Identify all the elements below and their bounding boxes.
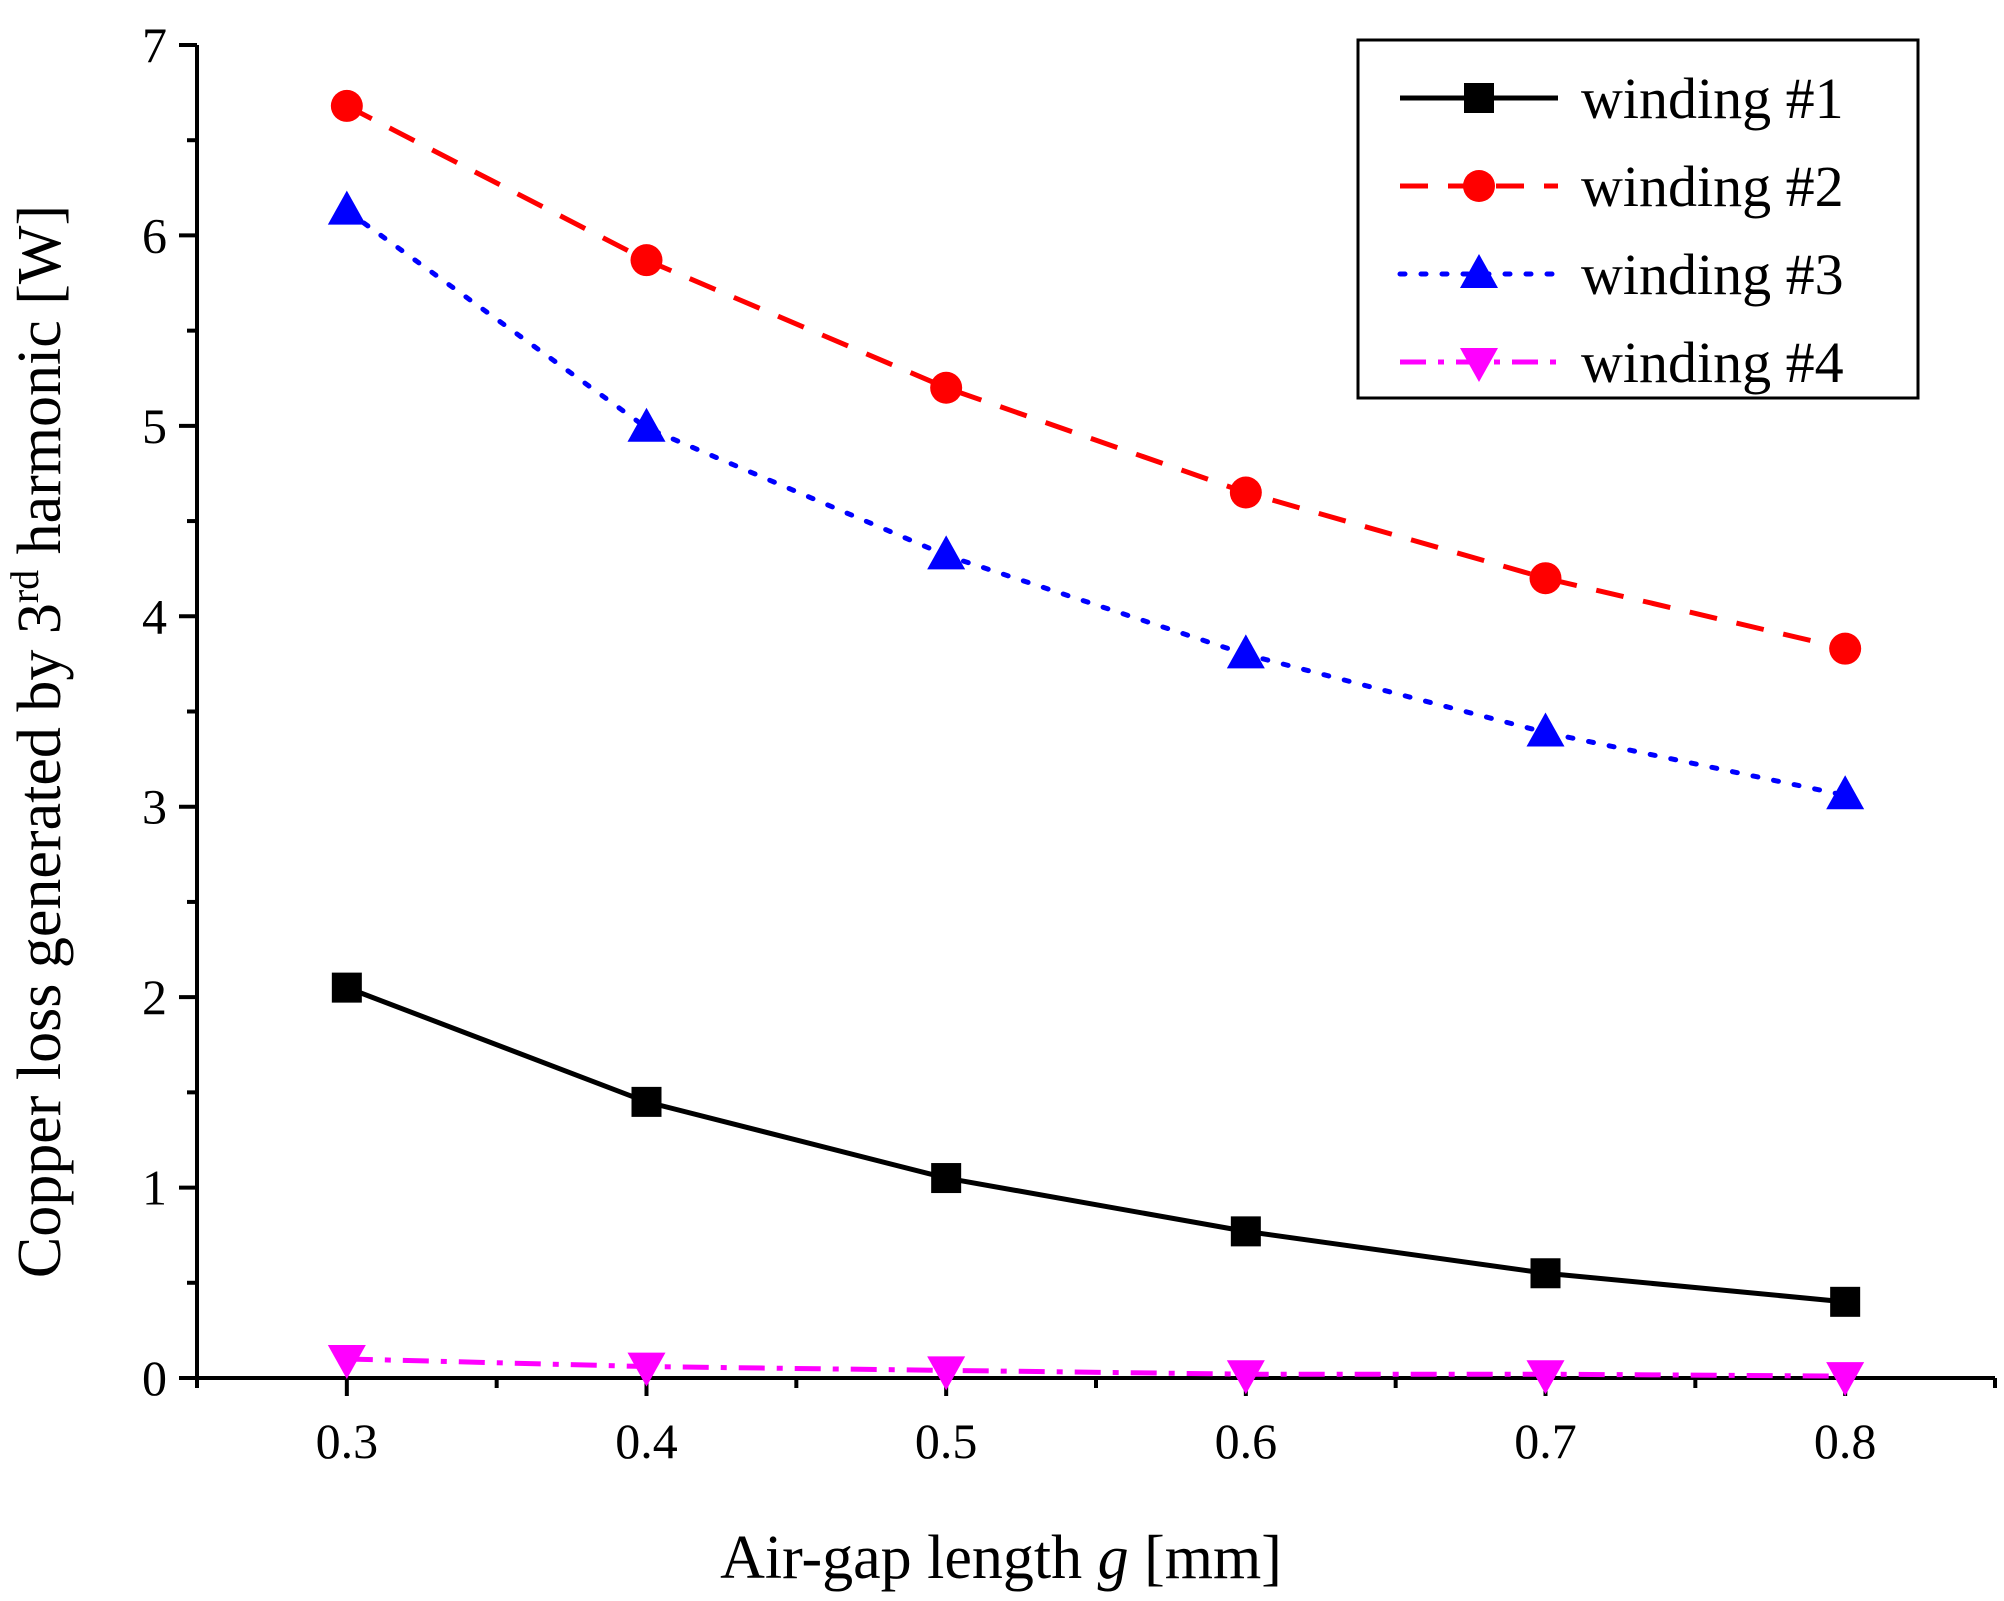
y-tick-label: 2 [142,969,167,1025]
data-point [931,1163,962,1194]
data-point [627,1352,666,1387]
x-tick-label: 0.5 [915,1413,978,1469]
series-3 [327,190,1865,810]
data-point [1229,476,1262,509]
x-tick-label: 0.8 [1814,1413,1877,1469]
legend-label: winding #3 [1581,242,1844,307]
x-tick-label: 0.4 [615,1413,678,1469]
series-1 [331,972,1861,1317]
data-point [327,190,366,225]
data-point [927,535,966,570]
y-tick-label: 1 [142,1160,167,1216]
y-tick-label: 5 [142,398,167,454]
data-point [1530,1258,1561,1289]
series-line [345,103,1846,652]
data-point [627,407,666,442]
series-2 [330,89,1862,665]
data-point [1526,712,1565,747]
series-layer [327,89,1865,1397]
y-tick-label: 6 [142,207,167,263]
data-point [630,244,663,277]
legend-marker [1464,83,1494,113]
x-tick-label: 0.3 [316,1413,379,1469]
data-point [1826,1362,1865,1397]
series-line [345,985,1846,1305]
axes: 0 1 2 3 4 5 6 7 0.3 0.4 0.5 0.6 0.7 0.8 [142,17,1997,1469]
legend-label: winding #2 [1581,154,1844,219]
legend-marker [1460,254,1498,288]
data-point [1226,634,1265,669]
data-point [1230,1216,1261,1247]
x-tick-label: 0.6 [1215,1413,1278,1469]
legend-marker [1463,170,1495,202]
legend-marker [1460,348,1498,382]
y-tick-label: 3 [142,779,167,835]
legend: winding #1 winding #2 winding #3 winding #4 [1356,38,1920,400]
data-point [1829,632,1862,665]
data-point [1830,1286,1861,1317]
data-point [930,371,963,404]
y-tick-label: 7 [142,17,167,73]
data-point [1226,1360,1265,1395]
data-point [331,972,362,1003]
series-4 [327,1344,1865,1397]
data-point [927,1356,966,1391]
data-point [1526,1360,1565,1395]
y-tick-label: 4 [142,588,167,644]
x-tick-label: 0.7 [1514,1413,1577,1469]
legend-label: winding #1 [1581,66,1844,131]
y-tick-label: 0 [142,1350,167,1406]
series-line [346,1356,1846,1379]
y-axis-title: Copper loss generated by 3rd harmonic [W… [2,205,75,1278]
legend-label: winding #4 [1581,330,1844,395]
data-point [1529,562,1562,595]
data-point [631,1086,662,1117]
x-axis-title: Air-gap length g [mm] [720,1524,1282,1592]
data-point [330,89,363,122]
series-line [344,208,1848,798]
data-point [327,1344,366,1379]
data-point [1826,775,1865,810]
